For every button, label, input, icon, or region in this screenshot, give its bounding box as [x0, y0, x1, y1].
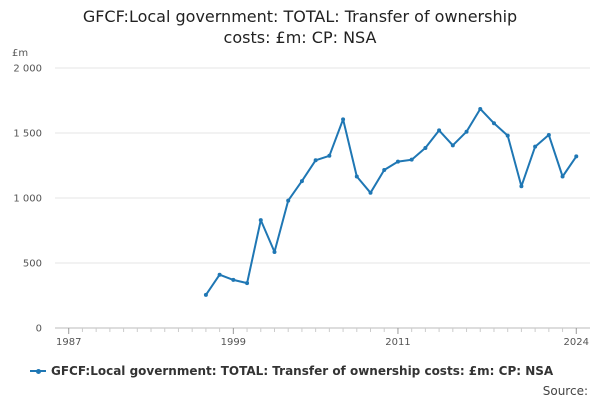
- data-point[interactable]: [560, 174, 565, 179]
- data-point[interactable]: [464, 129, 469, 134]
- data-point[interactable]: [299, 179, 304, 184]
- source-label: Source:: [542, 384, 588, 398]
- data-point[interactable]: [286, 198, 291, 203]
- chart-title: GFCF:Local government: TOTAL: Transfer o…: [0, 6, 600, 48]
- y-axis-unit-label: £m: [12, 48, 28, 59]
- legend-label: GFCF:Local government: TOTAL: Transfer o…: [51, 364, 554, 378]
- data-point[interactable]: [519, 184, 524, 189]
- data-point[interactable]: [491, 121, 496, 126]
- data-point[interactable]: [382, 168, 387, 173]
- data-point[interactable]: [478, 106, 483, 111]
- data-point[interactable]: [437, 128, 442, 133]
- data-point[interactable]: [533, 144, 538, 149]
- y-tick-label: 500: [23, 259, 42, 270]
- legend-line-marker-icon: [30, 366, 46, 376]
- data-point[interactable]: [368, 190, 373, 195]
- chart-title-line-2: costs: £m: CP: NSA: [223, 28, 377, 47]
- data-point[interactable]: [395, 159, 400, 164]
- chart-title-line-1: GFCF:Local government: TOTAL: Transfer o…: [82, 7, 518, 26]
- data-point[interactable]: [423, 145, 428, 150]
- series-layer: [203, 106, 579, 297]
- data-point[interactable]: [245, 281, 250, 286]
- axes: 0 500 1 000 1 500 2 000 1987 1999 2011 2024: [13, 64, 589, 349]
- data-point[interactable]: [258, 218, 263, 223]
- y-tick-label: 1 000: [13, 194, 42, 205]
- data-point[interactable]: [272, 249, 277, 254]
- x-tick-label: 1987: [56, 337, 81, 348]
- data-point[interactable]: [450, 143, 455, 148]
- y-tick-label: 0: [36, 324, 42, 335]
- x-tick-label: 1999: [221, 337, 246, 348]
- x-tick-label: 2024: [564, 337, 589, 348]
- gridlines: [55, 67, 590, 329]
- data-point[interactable]: [354, 174, 359, 179]
- data-point[interactable]: [546, 132, 551, 137]
- data-point[interactable]: [409, 157, 414, 162]
- data-point[interactable]: [313, 158, 318, 163]
- legend[interactable]: GFCF:Local government: TOTAL: Transfer o…: [30, 364, 553, 378]
- data-point[interactable]: [327, 153, 332, 158]
- data-point[interactable]: [217, 272, 222, 277]
- data-point[interactable]: [231, 277, 236, 282]
- series-line: [205, 107, 578, 296]
- data-point[interactable]: [505, 133, 510, 138]
- data-point[interactable]: [341, 117, 346, 122]
- y-tick-label: 1 500: [13, 129, 42, 140]
- data-point[interactable]: [574, 154, 579, 159]
- x-tick-label: 2011: [385, 337, 410, 348]
- y-tick-label: 2 000: [13, 64, 42, 75]
- data-point[interactable]: [203, 292, 208, 297]
